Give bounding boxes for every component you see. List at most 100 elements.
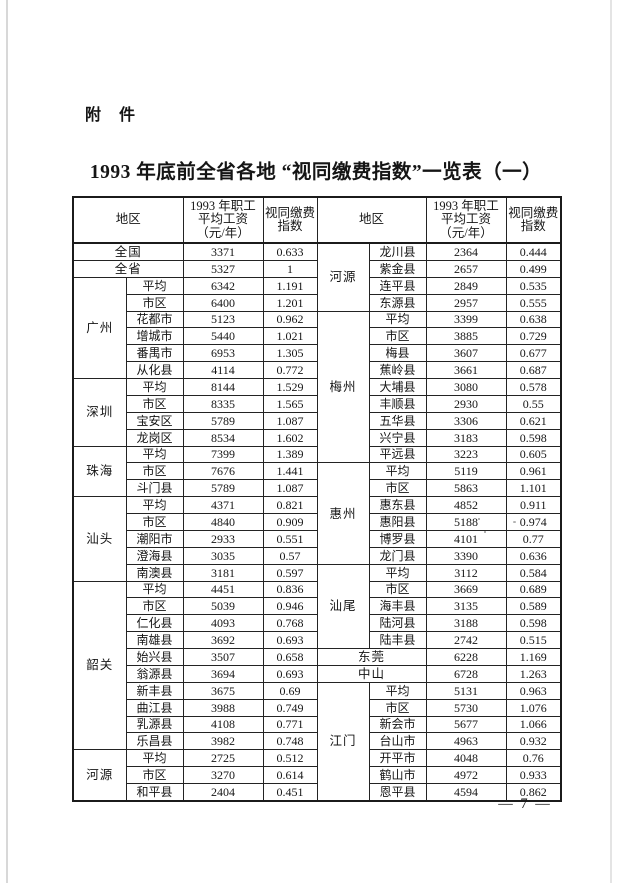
header-region-left: 地区 bbox=[72, 196, 184, 244]
wage-cell: 2742 bbox=[425, 631, 507, 649]
index-cell: 0.768 bbox=[262, 614, 318, 633]
table-row: 韶关 平均 4451 0.836 市区 3669 0.689 bbox=[72, 580, 562, 751]
wage-cell: 2404 bbox=[182, 782, 264, 802]
region-cell: 韶关 bbox=[72, 580, 127, 751]
area-cell: 市区 bbox=[368, 580, 427, 599]
header-line: 1993 年职工 bbox=[190, 198, 256, 213]
index-cell: 0.862 bbox=[505, 782, 562, 802]
wage-cell: 3692 bbox=[182, 631, 264, 649]
table-row: 市区 5039 0.946 海丰县 3135 0.589 bbox=[73, 597, 562, 616]
area-cell: 市区 bbox=[368, 479, 427, 498]
area-cell: 乳源县 bbox=[125, 715, 184, 734]
wage-cell: 5327 bbox=[182, 259, 264, 278]
index-cell: 0.555 bbox=[505, 293, 562, 312]
index-cell: 0.932 bbox=[505, 732, 562, 751]
area-cell: 东源县 bbox=[368, 293, 427, 312]
wage-cell: 3390 bbox=[425, 546, 507, 565]
area-cell: 大埔县 bbox=[368, 378, 427, 396]
area-cell: 丰顺县 bbox=[368, 394, 427, 413]
wage-cell: 4048 bbox=[425, 749, 507, 768]
area-cell: 潮阳市 bbox=[125, 529, 184, 548]
area-cell: 平均 bbox=[368, 310, 427, 329]
area-cell: 南雄县 bbox=[125, 631, 184, 649]
wage-cell: 5863 bbox=[425, 479, 507, 498]
header-index-right: 视同缴费 指数 bbox=[505, 196, 562, 244]
header-wage-left: 1993 年职工 平均工资 （元/年） bbox=[182, 196, 264, 244]
area-cell: 五华县 bbox=[368, 411, 427, 430]
region-cell: 河源 bbox=[72, 749, 127, 802]
area-cell: 澄海县 bbox=[125, 546, 184, 565]
table-row: 新丰县 3675 0.69 江门 平均 5131 0.963 bbox=[73, 681, 562, 802]
index-cell: 0.57 bbox=[262, 546, 318, 565]
index-cell: 0.729 bbox=[505, 327, 562, 346]
wage-cell: 5789 bbox=[182, 479, 264, 498]
wage-cell: 3181 bbox=[182, 563, 264, 582]
index-cell: 0.946 bbox=[262, 597, 318, 616]
index-cell: 1.169 bbox=[505, 648, 562, 666]
index-cell: 0.772 bbox=[262, 361, 318, 379]
scan-speck bbox=[484, 531, 486, 533]
wage-cell: 5677 bbox=[425, 715, 507, 734]
page-number: — 7 — bbox=[498, 796, 552, 812]
wage-cell: 3035 bbox=[182, 546, 264, 565]
header-line: （元/年） bbox=[196, 225, 250, 240]
area-cell: 新会市 bbox=[368, 715, 427, 734]
table-row: 和平县 2404 0.451 恩平县 4594 0.862 bbox=[73, 782, 562, 802]
header-line: 视同缴费 bbox=[508, 205, 559, 220]
wage-cell: 5039 bbox=[182, 597, 264, 616]
table-row: 花都市 5123 0.962 梅州 平均 3399 0.638 bbox=[73, 310, 562, 464]
index-cell: 1.087 bbox=[262, 479, 318, 498]
scan-speck bbox=[513, 521, 516, 523]
wage-cell: 6953 bbox=[182, 344, 264, 363]
area-cell: 增城市 bbox=[125, 327, 184, 346]
wage-cell: 8534 bbox=[182, 428, 264, 447]
table-row: 市区 4840 0.909 惠阳县 5188 0.974 bbox=[73, 513, 562, 531]
area-cell: 南澳县 bbox=[125, 563, 184, 582]
area-cell: 平均 bbox=[368, 462, 427, 481]
region-area-cell: 全国 bbox=[72, 242, 184, 261]
area-cell: 市区 bbox=[125, 513, 184, 531]
index-cell: 0.962 bbox=[262, 310, 318, 329]
index-cell: 1.087 bbox=[262, 411, 318, 430]
index-cell: 0.748 bbox=[262, 732, 318, 751]
region-cell: 惠州 bbox=[316, 462, 370, 565]
region-cell: 江门 bbox=[316, 681, 370, 802]
table-row: 澄海县 3035 0.57 龙门县 3390 0.636 bbox=[73, 546, 562, 565]
index-cell: 0.451 bbox=[262, 782, 318, 802]
wage-cell: 3675 bbox=[182, 681, 264, 700]
index-cell: 1.305 bbox=[262, 344, 318, 363]
index-cell: 1.191 bbox=[262, 276, 318, 295]
index-cell: 0.578 bbox=[505, 378, 562, 396]
wage-cell: 3306 bbox=[425, 411, 507, 430]
region-cell: 深圳 bbox=[72, 378, 127, 447]
area-cell: 平均 bbox=[125, 580, 184, 599]
wage-cell: 8144 bbox=[182, 378, 264, 396]
table-row: 乐昌县 3982 0.748 台山市 4963 0.932 bbox=[73, 732, 562, 751]
wage-cell: 3188 bbox=[425, 614, 507, 633]
header-line: （元/年） bbox=[439, 225, 493, 240]
wage-cell: 2933 bbox=[182, 529, 264, 548]
table-row: 南澳县 3181 0.597 汕尾 平均 3112 0.584 bbox=[73, 563, 562, 650]
area-cell: 平均 bbox=[125, 378, 184, 396]
area-cell: 紫金县 bbox=[368, 259, 427, 278]
index-cell: 0.69 bbox=[262, 681, 318, 700]
page-title: 1993 年底前全省各地 “视同缴费指数”一览表（一） bbox=[89, 162, 543, 183]
wage-cell: 6400 bbox=[182, 293, 264, 312]
wage-cell: 3982 bbox=[182, 732, 264, 751]
index-cell: 1.201 bbox=[262, 293, 318, 312]
area-cell: 始兴县 bbox=[125, 648, 184, 666]
index-cell: 1.101 bbox=[505, 479, 562, 498]
area-cell: 连平县 bbox=[368, 276, 427, 295]
index-cell: 0.771 bbox=[262, 715, 318, 734]
header-index-left: 视同缴费 指数 bbox=[262, 196, 318, 244]
region-cell: 珠海 bbox=[72, 445, 127, 498]
area-cell: 平远县 bbox=[368, 445, 427, 464]
area-cell: 博罗县 bbox=[368, 529, 427, 548]
header-line: 1993 年职工 bbox=[433, 198, 499, 213]
area-cell: 和平县 bbox=[125, 782, 184, 802]
wage-cell: 4371 bbox=[182, 496, 264, 514]
wage-cell: 2930 bbox=[425, 394, 507, 413]
wage-cell: 2849 bbox=[425, 276, 507, 295]
wage-cell: 7399 bbox=[182, 445, 264, 464]
wage-cell: 3223 bbox=[425, 445, 507, 464]
